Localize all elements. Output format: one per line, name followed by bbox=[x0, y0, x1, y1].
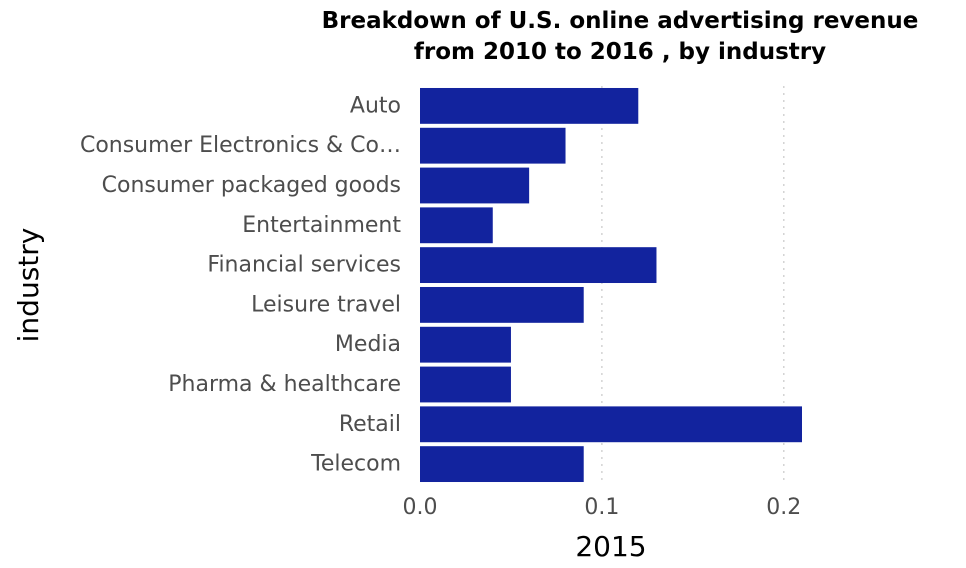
y-tick-label: Media bbox=[335, 332, 401, 357]
bar bbox=[420, 406, 802, 443]
bar bbox=[420, 366, 511, 403]
chart-title-line-1: Breakdown of U.S. online advertising rev… bbox=[321, 8, 919, 34]
chart-title: Breakdown of U.S. online advertising rev… bbox=[270, 6, 966, 68]
y-tick-label: Consumer packaged goods bbox=[102, 173, 401, 198]
x-tick-label: 0.1 bbox=[584, 495, 619, 520]
y-tick-label: Telecom bbox=[310, 452, 401, 477]
chart-title-line-2: from 2010 to 2016 , by industry bbox=[413, 39, 827, 65]
y-tick-label: Auto bbox=[350, 93, 401, 118]
y-tick-label: Retail bbox=[339, 412, 401, 437]
bar bbox=[420, 247, 657, 284]
x-tick-label: 0.2 bbox=[766, 495, 801, 520]
bars bbox=[420, 87, 802, 483]
y-tick-label: Consumer Electronics & Co… bbox=[80, 133, 401, 158]
bar bbox=[420, 207, 493, 244]
y-tick-labels: Auto Consumer Electronics & Co… Consumer p… bbox=[80, 93, 401, 476]
y-axis-title: industry bbox=[12, 228, 45, 343]
y-tick-label: Financial services bbox=[207, 253, 401, 278]
bar bbox=[420, 167, 530, 204]
bar bbox=[420, 286, 584, 323]
y-tick-label: Entertainment bbox=[242, 213, 401, 238]
y-tick-label: Pharma & healthcare bbox=[168, 372, 401, 397]
x-axis-title: 2015 bbox=[575, 530, 646, 563]
y-tick-label: Leisure travel bbox=[251, 292, 401, 317]
bar bbox=[420, 87, 639, 124]
x-tick-label: 0.0 bbox=[403, 495, 438, 520]
bar bbox=[420, 127, 566, 164]
bar bbox=[420, 446, 584, 483]
x-tick-labels: 0.0 0.1 0.2 bbox=[403, 495, 802, 520]
bar bbox=[420, 326, 511, 363]
